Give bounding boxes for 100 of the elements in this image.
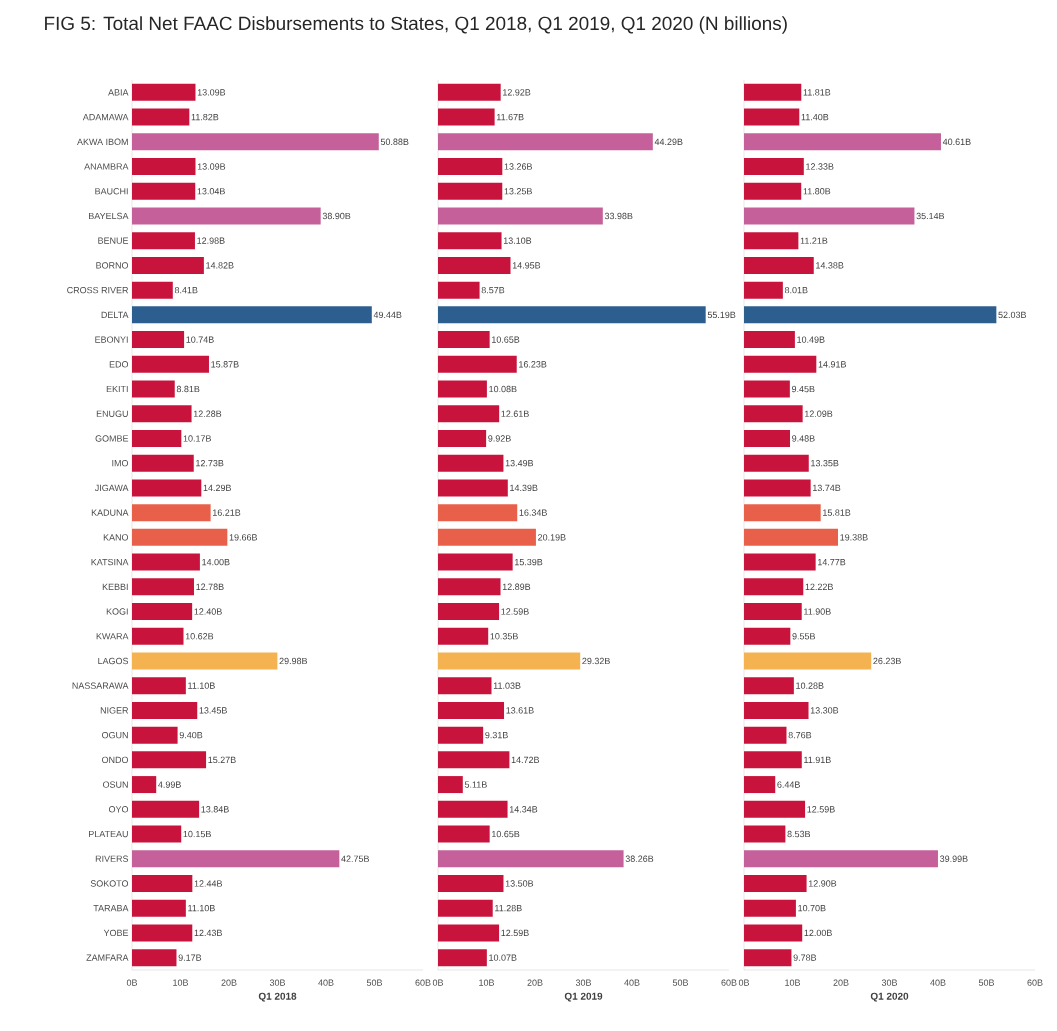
bar <box>438 874 504 892</box>
data-label: 13.30B <box>810 707 839 714</box>
y-tick-label: BAYELSA <box>89 212 129 220</box>
bar <box>438 380 487 398</box>
bar <box>132 133 379 151</box>
bar <box>132 158 196 176</box>
bar <box>438 776 463 794</box>
bar <box>438 108 495 126</box>
y-tick-label: BORNO <box>96 262 129 269</box>
data-label: 10.07B <box>489 954 517 961</box>
data-label: 10.49B <box>797 336 825 343</box>
data-label: 5.11B <box>464 781 487 788</box>
x-tick-label: 60B <box>721 979 737 986</box>
data-label: 13.04B <box>197 188 225 195</box>
bar <box>438 355 517 373</box>
y-tick-label: NIGER <box>100 707 129 714</box>
bar <box>744 256 814 274</box>
data-label: 13.74B <box>813 484 841 492</box>
x-tick-label: 10B <box>173 979 189 986</box>
bar <box>744 405 803 423</box>
bar <box>744 776 776 794</box>
data-label: 12.44B <box>194 880 222 887</box>
data-label: 10.17B <box>183 435 211 442</box>
data-label: 11.82B <box>191 113 219 121</box>
y-tick-label: PLATEAU <box>89 830 128 838</box>
data-label: 8.53B <box>787 830 811 838</box>
data-label: 14.91B <box>818 361 846 368</box>
bar <box>744 899 796 917</box>
bar <box>744 380 790 398</box>
bar <box>132 454 194 472</box>
bar <box>132 949 177 967</box>
data-label: 13.09B <box>197 89 226 96</box>
bar <box>132 751 207 769</box>
bar <box>744 429 790 447</box>
bar <box>438 949 487 967</box>
y-tick-label: ZAMFARA <box>86 954 129 961</box>
data-label: 15.27B <box>208 756 236 764</box>
data-label: 49.44B <box>373 311 402 319</box>
data-label: 26.23B <box>873 657 901 665</box>
x-axis-title: Q1 2018 <box>258 992 297 1002</box>
data-label: 12.59B <box>501 608 529 615</box>
data-label: 15.39B <box>515 558 543 566</box>
x-tick-label: 20B <box>527 979 543 986</box>
bar <box>438 454 504 472</box>
data-label: 14.38B <box>816 262 844 269</box>
data-label: 12.43B <box>194 929 222 937</box>
data-label: 14.29B <box>203 484 231 492</box>
data-label: 8.76B <box>788 731 812 739</box>
bar <box>132 776 157 794</box>
bar <box>132 207 321 225</box>
data-label: 11.10B <box>188 905 215 912</box>
bar <box>744 578 804 596</box>
x-tick-label: 0B <box>432 979 444 986</box>
y-tick-label: YOBE <box>103 929 129 937</box>
data-label: 9.45B <box>791 385 815 393</box>
bar <box>744 800 806 818</box>
bar <box>744 850 938 868</box>
data-label: 52.03B <box>998 311 1026 319</box>
bar <box>744 603 802 621</box>
data-label: 14.82B <box>206 262 234 269</box>
bar <box>132 306 372 324</box>
data-label: 12.00B <box>804 929 832 937</box>
y-tick-label: CROSS RIVER <box>67 286 129 294</box>
bar <box>132 380 175 398</box>
data-label: 12.89B <box>502 583 531 590</box>
data-label: 29.98B <box>279 657 308 665</box>
x-tick-label: 30B <box>575 979 592 986</box>
data-label: 11.28B <box>495 905 522 912</box>
bar <box>744 306 997 324</box>
data-label: 10.74B <box>186 336 214 343</box>
data-label: 13.61B <box>506 707 534 714</box>
data-label: 13.50B <box>505 880 534 887</box>
bar <box>132 479 202 497</box>
y-tick-label: EKITI <box>106 385 128 393</box>
data-label: 12.98B <box>197 237 225 244</box>
x-axis-title: Q1 2020 <box>870 992 909 1002</box>
data-label: 16.34B <box>519 509 547 516</box>
bar <box>438 726 484 744</box>
bar <box>744 677 794 695</box>
bar <box>438 133 653 151</box>
data-label: 9.40B <box>179 731 203 739</box>
bar <box>744 701 809 719</box>
bar <box>438 331 490 349</box>
data-label: 13.84B <box>201 806 229 813</box>
data-label: 6.44B <box>777 781 800 788</box>
bar <box>744 553 816 571</box>
bar <box>744 751 802 769</box>
x-tick-label: 30B <box>269 979 286 986</box>
y-tick-label: OSUN <box>103 781 128 788</box>
data-label: 33.98B <box>604 212 633 220</box>
y-tick-label: EDO <box>109 361 129 368</box>
data-label: 10.08B <box>489 385 517 393</box>
bar <box>438 627 489 645</box>
x-tick-label: 20B <box>833 979 849 986</box>
data-label: 10.65B <box>492 336 520 343</box>
data-label: 16.21B <box>213 509 241 516</box>
data-label: 11.91B <box>804 756 831 764</box>
y-tick-label: RIVERS <box>95 855 129 862</box>
data-label: 8.57B <box>481 286 505 294</box>
bar <box>132 256 204 274</box>
